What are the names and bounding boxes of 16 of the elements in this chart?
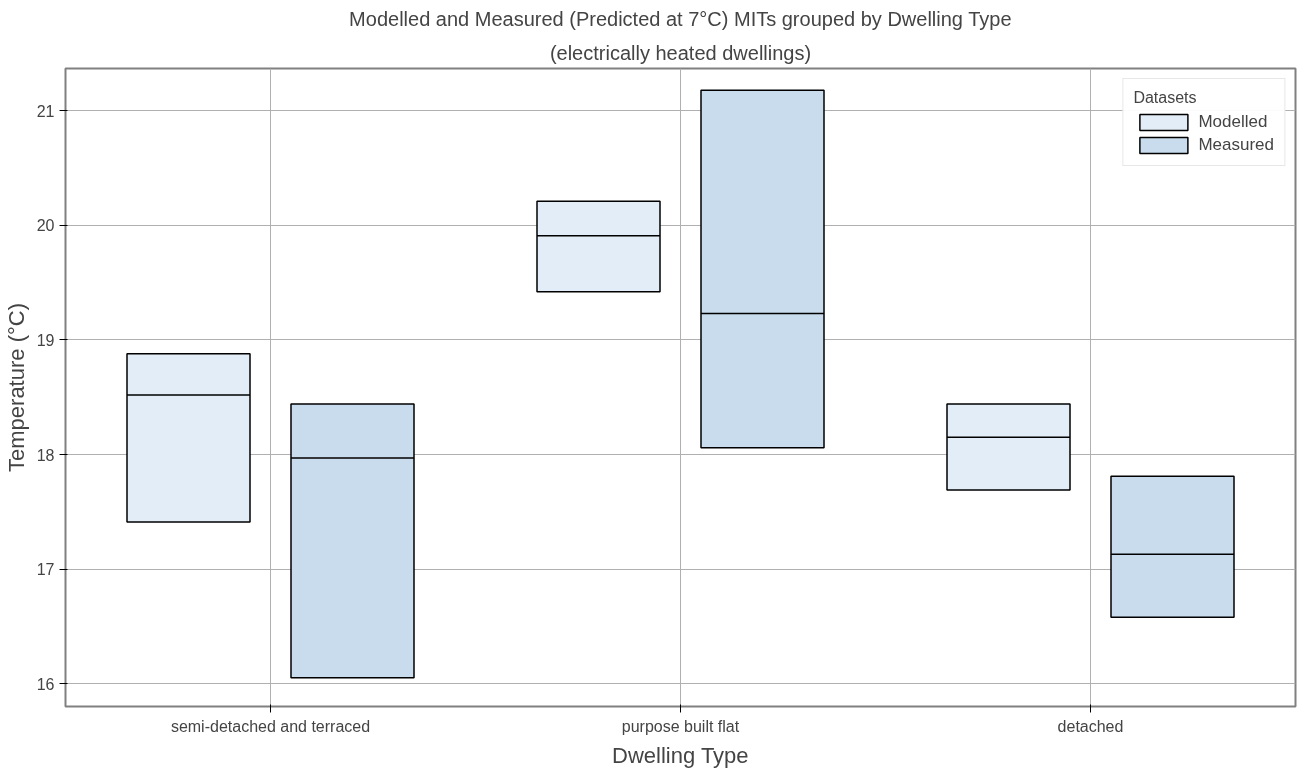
y-tick-label: 19 <box>36 331 55 349</box>
x-tick-label: detached <box>1057 717 1124 735</box>
y-tick-label: 16 <box>36 675 55 693</box>
legend-label: Modelled <box>1198 112 1268 132</box>
y-axis-title: Temperature (°C) <box>3 303 29 472</box>
x-tick-label: purpose built flat <box>621 717 740 735</box>
y-tick-label: 21 <box>36 102 55 120</box>
chart-title: Modelled and Measured (Predicted at 7°C) MITs grouped by Dwelling Type <box>349 7 1012 30</box>
y-tick-label: 17 <box>36 561 55 579</box>
legend-title: Datasets <box>1133 89 1198 107</box>
chart-subtitle: (electrically heated dwellings) <box>549 41 812 64</box>
x-tick-label: semi-detached and terraced <box>170 717 371 735</box>
y-tick-label: 18 <box>36 446 55 464</box>
x-axis-title: Dwelling Type <box>612 742 749 768</box>
legend-label: Measured <box>1198 135 1274 155</box>
y-tick-label: 20 <box>36 217 55 235</box>
